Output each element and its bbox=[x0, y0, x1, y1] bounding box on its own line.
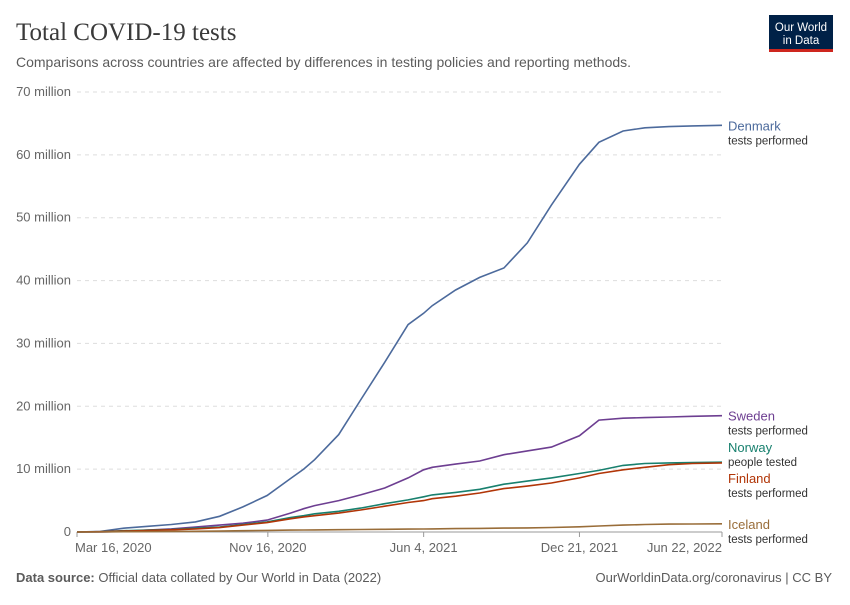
logo-box bbox=[769, 15, 833, 49]
x-tick-label: Jun 4, 2021 bbox=[390, 540, 458, 555]
legend-metric: people tested bbox=[728, 457, 797, 469]
series-line bbox=[76, 462, 723, 533]
legend-metric: tests performed bbox=[728, 534, 808, 546]
legend-label: Finland bbox=[728, 471, 771, 486]
y-tick-label: 30 million bbox=[16, 335, 71, 350]
y-tick-label: 40 million bbox=[16, 273, 71, 288]
series-line bbox=[76, 461, 723, 533]
source-text: Official data collated by Our World in D… bbox=[98, 570, 381, 585]
legend-metric: tests performed bbox=[728, 135, 808, 147]
y-tick-label: 50 million bbox=[16, 210, 71, 225]
legend-label: Norway bbox=[728, 440, 773, 455]
legend-label: Denmark bbox=[728, 118, 781, 133]
y-tick-label: 10 million bbox=[16, 461, 71, 476]
chart-subtitle: Comparisons across countries are affecte… bbox=[16, 54, 631, 70]
x-tick-label: Jun 22, 2022 bbox=[647, 540, 722, 555]
logo-stripe bbox=[769, 49, 833, 52]
x-tick-label: Mar 16, 2020 bbox=[75, 540, 152, 555]
logo[interactable]: Our World in Data bbox=[769, 15, 833, 52]
logo-text: Our World bbox=[775, 22, 827, 34]
legend-label: Iceland bbox=[728, 517, 770, 532]
x-tick-label: Dec 21, 2021 bbox=[541, 540, 618, 555]
source-label: Data source: bbox=[16, 570, 95, 585]
chart-title: Total COVID-19 tests bbox=[16, 19, 236, 46]
y-tick-label: 60 million bbox=[16, 147, 71, 162]
logo-text: in Data bbox=[783, 35, 820, 47]
legend-label: Sweden bbox=[728, 409, 775, 424]
y-tick-label: 20 million bbox=[16, 398, 71, 413]
legend-metric: tests performed bbox=[728, 488, 808, 500]
source: Data source: Official data collated by O… bbox=[16, 570, 381, 585]
x-tick-label: Nov 16, 2020 bbox=[229, 540, 306, 555]
series-line bbox=[76, 523, 723, 533]
y-tick-label: 70 million bbox=[16, 84, 71, 99]
legend-metric: tests performed bbox=[728, 426, 808, 438]
series-line bbox=[76, 124, 723, 533]
footer-link[interactable]: OurWorldinData.org/coronavirus | CC BY bbox=[595, 570, 832, 585]
series-line bbox=[77, 414, 723, 533]
y-tick-label: 0 bbox=[64, 524, 71, 539]
